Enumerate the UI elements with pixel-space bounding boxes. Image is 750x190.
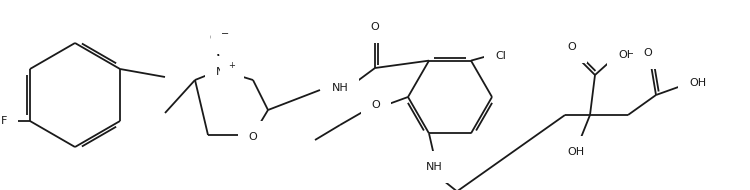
Text: OH: OH — [689, 78, 706, 88]
Text: −: − — [221, 29, 229, 39]
Text: OH: OH — [568, 147, 584, 157]
Text: O: O — [248, 132, 257, 142]
Text: NH: NH — [426, 162, 442, 172]
Text: O: O — [568, 42, 576, 52]
Text: N: N — [216, 67, 224, 77]
Text: NH: NH — [332, 83, 348, 93]
Text: O: O — [209, 33, 218, 43]
Text: O: O — [370, 22, 380, 32]
Text: +: + — [229, 62, 236, 70]
Text: OH: OH — [619, 50, 635, 60]
Text: F: F — [1, 116, 8, 126]
Text: Cl: Cl — [496, 51, 506, 61]
Text: O: O — [644, 48, 652, 58]
Text: O: O — [372, 100, 380, 110]
